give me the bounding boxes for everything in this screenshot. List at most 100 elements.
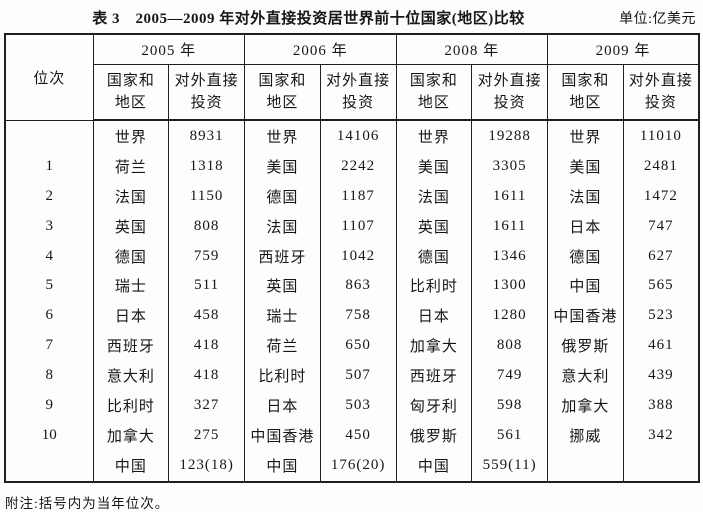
country-cell: 世界 — [395, 120, 473, 152]
year-header-row: 位次 2005 年 2006 年 2008 年 2009 年 — [4, 34, 700, 121]
country-cell: 比利时 — [92, 390, 170, 421]
value-cell: 1187 — [319, 181, 397, 212]
country-cell: 瑞士 — [92, 271, 170, 301]
table-row: 6 日本 458 瑞士 758 日本 1280 中国香港 523 — [4, 300, 700, 331]
value-cell: 565 — [622, 271, 700, 301]
table-row: 8 意大利 418 比利时 507 西班牙 749 意大利 439 — [4, 360, 700, 391]
value-cell: 1107 — [319, 211, 397, 242]
table-row: 9 比利时 327 日本 503 匈牙利 598 加拿大 388 — [4, 390, 700, 421]
country-cell: 美国 — [395, 151, 473, 182]
value-cell: 342 — [622, 420, 700, 451]
country-cell: 法国 — [92, 181, 170, 212]
footnote: 附注:括号内为当年位次。 — [5, 496, 170, 511]
value-sub-header: 对外直接 投资 — [471, 64, 548, 121]
value-cell: 511 — [168, 271, 245, 301]
table-row: 10 加拿大 275 中国香港 450 俄罗斯 561 挪威 342 — [4, 420, 700, 451]
value-cell: 749 — [471, 360, 548, 391]
country-cell: 瑞士 — [244, 300, 321, 331]
table-row: 世界 8931 世界 14106 世界 19288 世界 11010 — [4, 120, 700, 152]
country-cell: 比利时 — [395, 271, 473, 301]
value-cell: 503 — [319, 390, 397, 421]
country-cell: 西班牙 — [244, 241, 321, 272]
rank-cell: 8 — [4, 360, 94, 391]
rank-cell: 7 — [4, 330, 94, 361]
value-cell: 19288 — [471, 120, 548, 152]
country-cell: 匈牙利 — [395, 390, 473, 421]
sub-header-row: 国家和 地区 对外直接 投资 国家和 地区 对外直接 投资 国家和 地区 对外直接 投资 国家和 地区 对外… — [5, 64, 700, 121]
year-header-2008: 2008 年 — [395, 34, 548, 65]
rank-cell: 2 — [4, 181, 94, 212]
value-cell: 808 — [471, 330, 548, 361]
value-cell: 523 — [622, 300, 700, 331]
value-cell: 1346 — [471, 241, 548, 272]
value-cell: 559(11) — [471, 450, 548, 482]
value-sub-header: 对外直接 投资 — [168, 64, 245, 121]
rank-cell: 3 — [4, 211, 94, 242]
country-cell: 英国 — [395, 211, 473, 242]
country-cell — [547, 450, 624, 482]
value-cell: 8931 — [168, 120, 245, 152]
country-cell: 加拿大 — [547, 390, 624, 421]
table-row: 7 西班牙 418 荷兰 650 加拿大 808 俄罗斯 461 — [4, 330, 700, 361]
year-header-2005: 2005 年 — [92, 34, 245, 65]
table-title: 表 3 2005—2009 年对外直接投资居世界前十位国家(地区)比较 — [92, 11, 525, 27]
rank-column-header: 位次 — [4, 34, 94, 121]
country-cell: 荷兰 — [244, 330, 321, 361]
rank-cell: 1 — [4, 151, 94, 182]
country-cell: 世界 — [244, 120, 321, 152]
rank-cell: 9 — [4, 390, 94, 421]
value-cell: 1300 — [471, 271, 548, 301]
country-cell: 日本 — [92, 300, 170, 331]
table-row: 3 英国 808 法国 1107 英国 1611 日本 747 — [4, 211, 700, 242]
country-cell: 中国香港 — [547, 300, 624, 331]
country-cell: 中国 — [547, 271, 624, 301]
value-sub-header: 对外直接 投资 — [622, 64, 700, 121]
value-cell — [622, 450, 700, 482]
table-body: 世界 8931 世界 14106 世界 19288 世界 11010 1 荷兰 1318 美国 2242… — [4, 120, 700, 482]
country-cell: 法国 — [244, 211, 321, 242]
value-cell: 1611 — [471, 181, 548, 212]
value-cell: 418 — [168, 360, 245, 391]
country-cell: 英国 — [92, 211, 170, 242]
country-sub-header: 国家和 地区 — [92, 64, 170, 121]
value-cell: 439 — [622, 360, 700, 391]
value-cell: 863 — [319, 271, 397, 301]
value-cell: 1611 — [471, 211, 548, 242]
country-cell: 俄罗斯 — [547, 330, 624, 361]
value-cell: 507 — [319, 360, 397, 391]
value-cell: 123(18) — [168, 450, 245, 482]
value-cell: 418 — [168, 330, 245, 361]
rank-cell: 6 — [4, 300, 94, 331]
table-header: 位次 2005 年 2006 年 2008 年 2009 年 国家和 地区 对外直接… — [4, 34, 700, 121]
country-cell: 德国 — [92, 241, 170, 272]
year-header-2009: 2009 年 — [547, 34, 700, 65]
value-cell: 759 — [168, 241, 245, 272]
country-cell: 日本 — [547, 211, 624, 242]
value-cell: 14106 — [319, 120, 397, 152]
country-cell: 比利时 — [244, 360, 321, 391]
country-cell: 日本 — [395, 300, 473, 331]
country-cell: 意大利 — [547, 360, 624, 391]
country-cell: 世界 — [547, 120, 624, 152]
value-cell: 388 — [622, 390, 700, 421]
rank-cell: 5 — [4, 271, 94, 301]
value-cell: 450 — [319, 420, 397, 451]
value-cell: 808 — [168, 211, 245, 242]
value-cell: 2481 — [622, 151, 700, 182]
unit-label: 单位:亿美元 — [619, 12, 696, 27]
value-cell: 275 — [168, 420, 245, 451]
country-cell: 挪威 — [547, 420, 624, 451]
value-sub-header: 对外直接 投资 — [319, 64, 397, 121]
table-row: 1 荷兰 1318 美国 2242 美国 3305 美国 2481 — [4, 151, 700, 182]
value-cell: 327 — [168, 390, 245, 421]
country-cell: 德国 — [244, 181, 321, 212]
value-cell: 2242 — [319, 151, 397, 182]
table-caption-bar: 表 3 2005—2009 年对外直接投资居世界前十位国家(地区)比较 单位:亿… — [2, 6, 701, 30]
value-cell: 561 — [471, 420, 548, 451]
country-cell: 荷兰 — [92, 151, 170, 182]
country-sub-header: 国家和 地区 — [395, 64, 473, 121]
table-row: 中国 123(18) 中国 176(20) 中国 559(11) — [4, 450, 700, 482]
value-cell: 1280 — [471, 300, 548, 331]
value-cell: 650 — [319, 330, 397, 361]
country-cell: 德国 — [547, 241, 624, 272]
